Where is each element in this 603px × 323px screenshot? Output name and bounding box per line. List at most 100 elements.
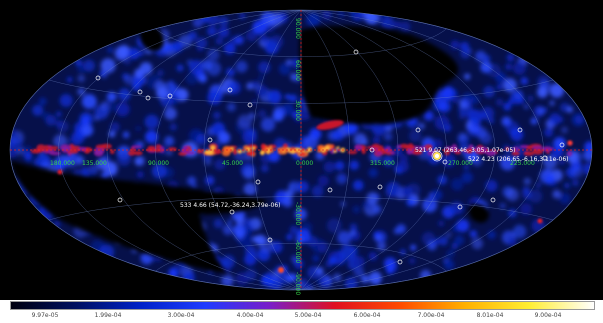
emission-blob (443, 259, 455, 271)
emission-blob (535, 182, 542, 188)
dark-region (299, 25, 459, 125)
latitude-labels: 90.000 60.000 30.000 -30.000 -60.000 -90… (294, 18, 301, 295)
emission-blob (368, 167, 379, 178)
lon-label: 135.000 (82, 160, 107, 167)
emission-blob (218, 16, 229, 27)
hot-spot (316, 120, 344, 130)
emission-blob (258, 61, 271, 74)
emission-blob (207, 48, 220, 61)
emission-blob (268, 270, 274, 276)
emission-blob (506, 188, 519, 202)
emission-blob (260, 274, 272, 286)
hot-spot (259, 150, 265, 156)
emission-blob (352, 205, 361, 214)
emission-blob (353, 255, 366, 268)
emission-blob (260, 117, 276, 132)
emission-blob (291, 58, 303, 69)
source-marker (137, 89, 143, 95)
emission-blob (456, 219, 470, 233)
emission-blob (101, 172, 109, 180)
emission-blob (513, 61, 526, 75)
galactic-plane-emission (30, 120, 573, 273)
emission-blob (522, 190, 532, 200)
source-marker (415, 127, 421, 133)
emission-blob (169, 123, 177, 131)
emission-blob (527, 95, 534, 102)
emission-blob (252, 20, 267, 35)
emission-blob (324, 275, 331, 283)
emission-blob (151, 163, 167, 179)
plane-emission (361, 147, 367, 155)
plane-emission (246, 151, 253, 156)
emission-blob (157, 69, 164, 77)
emission-blob (523, 104, 529, 110)
emission-blob (296, 281, 305, 289)
source-markers (95, 49, 565, 265)
emission-blob (503, 102, 512, 111)
lon-label: 0.000 (296, 160, 313, 167)
emission-blob (508, 237, 517, 246)
emission-blob (566, 106, 573, 113)
emission-blob (145, 130, 159, 144)
source-marker (353, 49, 359, 55)
emission-blob (108, 167, 116, 175)
emission-blob (260, 164, 269, 173)
plane-emission (347, 150, 358, 155)
hot-spot (537, 218, 543, 224)
emission-blob (285, 94, 290, 100)
lon-label: 90.000 (148, 160, 169, 167)
emission-blob (134, 158, 142, 166)
emission-blob (315, 267, 324, 275)
source-marker (457, 204, 463, 210)
dark-regions (10, 24, 490, 275)
source-label-522: 522 4.23 (206.65,-6.16,3.11e-06) (468, 156, 569, 163)
plane-emission (152, 149, 163, 153)
emission-blob (372, 136, 381, 145)
source-marker (397, 259, 403, 265)
emission-blob (353, 180, 364, 191)
emission-blob (559, 192, 571, 205)
source-marker (327, 187, 333, 193)
emission-blob (481, 111, 489, 120)
emission-blob (234, 229, 245, 240)
emission-blob (227, 81, 241, 95)
plane-emission (371, 143, 380, 149)
hot-spot (291, 149, 296, 154)
emission-blob (244, 253, 257, 266)
emission-blob (103, 100, 116, 113)
emission-blob (323, 161, 335, 173)
emission-blob (450, 178, 464, 191)
emission-blob (176, 64, 184, 72)
source-label-533: 533 4.66 (54.72,-36.24,3.79e-06) (180, 202, 281, 209)
emission-blob (109, 122, 120, 133)
emission-blob (386, 181, 401, 197)
emission-blob (187, 176, 197, 186)
emission-blob (523, 177, 531, 185)
plane-emission (78, 146, 87, 152)
plane-emission (386, 146, 391, 151)
emission-blob (292, 111, 299, 119)
emission-blob (451, 89, 458, 97)
emission-blob (218, 26, 230, 38)
emission-blob (134, 68, 145, 79)
emission-blob (295, 263, 302, 270)
plane-emission (526, 145, 533, 150)
emission-blob (571, 113, 585, 127)
longitude-labels: 180.000 135.000 90.000 45.000 0.000 315.… (50, 160, 535, 167)
emission-blob (495, 98, 504, 106)
emission-blob (559, 159, 565, 165)
emission-blob (437, 175, 448, 185)
emission-blob (418, 122, 425, 130)
emission-blob (82, 116, 90, 125)
emission-blob (332, 129, 344, 141)
lon-label: 225.000 (510, 160, 535, 167)
plane-emission (466, 147, 473, 154)
source-marker (227, 87, 233, 93)
emission-blob (530, 117, 538, 125)
dark-region (468, 203, 490, 223)
emission-blob (485, 179, 498, 192)
source-marker (559, 142, 565, 148)
emission-blob (427, 240, 437, 251)
emission-blob (396, 160, 409, 173)
emission-blob (368, 251, 378, 261)
